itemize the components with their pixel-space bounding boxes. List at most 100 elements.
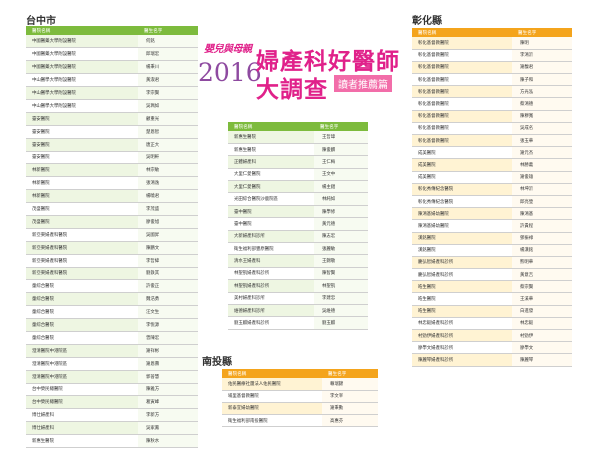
taichung-continued-table: 醫院名稱 醫生名字 新惠生醫院 王哲瑋 新惠生醫院 陳俊麟 正體婦產科 王仁梅 大里仁愛醫院… [228,122,368,330]
table-row: 臺安醫院 唐正大 [26,138,198,152]
doctor-name: 葛寅峰 [138,395,198,410]
doctor-name: 吳明軒 [138,151,198,165]
doctor-name: 陳鵬文 [138,241,198,255]
table-row: 維德婦產科診所 吳維德 [228,304,368,318]
table-row: 台中榮民總醫院 陳雅方 [26,383,198,397]
hospital-name: 彰化基督教醫院 [412,37,512,50]
doctor-name: 汪文生 [138,305,198,320]
nantou-table: 醫院名稱 醫生名字 佑民醫療社團法人佑民醫院 賴瑞錦 埔里基督教醫院 李文宰 新泰宜婦幼… [222,369,378,428]
doctor-name: 白進發 [512,305,572,318]
doctor-name: 吳家鳳 [138,421,198,436]
doctor-name: 廖學文 [512,341,572,355]
survey-year: 2016 [198,58,262,87]
doctor-name: 王溪華 [512,292,572,306]
hospital-name: 林新醫院 [26,176,138,191]
hospital-name: 臺安醫院 [26,151,138,165]
table-row: 中山醫學大學附設醫院 黃淑君 [26,73,198,88]
table-row: 新惠生醫院 陳俊麟 [228,143,368,157]
table-row: 彰化基督教醫院 陳穆寬 [412,110,572,123]
doctor-name: 楊秉川 [138,60,198,75]
table-row: 台中榮民總醫院 葛寅峰 [26,395,198,410]
doctor-name: 陳智賢 [314,267,368,281]
hospital-name: 維德婦產科診所 [228,304,314,318]
doctor-name: 陳明 [512,37,572,50]
doctor-name: 陳雅方 [138,383,198,397]
doctor-name: 唐正大 [138,138,198,152]
hospital-name: 彰化基督教醫院 [412,110,512,123]
hospital-name: 童綜合醫院 [26,331,138,345]
doctor-name: 劉玉麒 [314,316,368,330]
table-row: 陳鴻基婦幼醫院 許貴程 [412,219,572,233]
table-row: 彰化基督教醫院 陳明 [412,37,572,50]
doctor-name: 李宗賢 [138,86,198,100]
hospital-name: 童綜合醫院 [26,318,138,332]
hospital-name: 彰化基督教醫院 [412,73,512,87]
hospital-name: 衛生福利部南投醫院 [222,414,322,428]
header-hospital: 醫院名稱 [228,122,314,131]
doctor-name: 郭晉慧 [138,370,198,384]
doctor-name: 謝元杰 [512,146,572,160]
hospital-name: 彰化基督教醫院 [412,134,512,148]
hospital-name: 彰化基督教醫院 [412,61,512,75]
doctor-name: 陳穆寬 [512,110,572,123]
doctor-name: 謝恩壽 [138,357,198,371]
table-row: 童綜合醫院 汪文生 [26,305,198,320]
table-row: 慶弘智婦產科診所 黃意吉 [412,268,572,282]
hospital-name: 陳鴻基婦幼醫院 [412,207,512,221]
hospital-name: 慶弘智婦產科診所 [412,268,512,282]
hospital-name: 新亞東婦產科醫院 [26,241,138,255]
doctor-name: 蔡宗賢 [512,280,572,294]
table-row: 彰化基督教醫院 張玉華 [412,134,572,148]
hospital-name: 成美醫院 [412,158,512,172]
table-row: 童綜合醫院 曾陳宏 [26,331,198,345]
doctor-name: 楊曉君 [138,189,198,204]
doctor-name: 李茂盛 [138,202,198,216]
table-row: 林新醫院 張鴻逸 [26,176,198,191]
doctor-name: 謝馥君 [512,61,572,75]
hospital-name: 中山醫學大學附設醫院 [26,99,138,113]
hospital-name: 彰化基督教醫院 [412,122,512,136]
table-row: 童綜合醫院 許俊正 [26,279,198,294]
changhua-table: 醫院名稱 醫生名字 彰化基督教醫院 陳明 彰化基督教醫院 李鴻沂 彰化基督教醫院 謝馥君彰… [412,28,572,367]
table-row: 臺安醫院 吳明軒 [26,151,198,165]
hospital-name: 佑民醫療社團法人佑民醫院 [222,378,322,391]
doctor-name: 楊主錕 [314,180,368,194]
hospital-name: 臺安醫院 [26,138,138,152]
table-row: 新泰宜婦幼醫院 謝秉勳 [222,402,378,416]
doctor-name: 王哲瑋 [314,131,368,144]
hospital-name: 童綜合醫院 [26,305,138,320]
doctor-name: 楚恩智 [138,125,198,139]
doctor-name: 陳子和 [512,73,572,87]
doctor-name: 魏浩勇 [138,292,198,307]
table-row: 中國醫藥大學附設醫院 何銘 [26,35,198,49]
header-doctor: 醫生名字 [314,122,368,131]
hospital-name: 清水王婦產科 [228,254,314,268]
table-row: 埔里基督教醫院 李文宰 [222,390,378,403]
hospital-name: 光田綜合醫院沙鹿院區 [228,192,314,206]
taichung-table: 醫院名稱 醫生名字 中國醫藥大學附設醫院 何銘 中國醫藥大學附設醫院 邱瑞宏 中國醫藥大… [26,26,198,448]
hospital-name: 劉玉麒婦產科診所 [228,316,314,330]
doctor-name: 陳志宏 [314,230,368,244]
table-row: 大里仁愛醫院 楊主錕 [228,180,368,194]
hospital-name: 彰化基督教醫院 [412,97,512,111]
hospital-name: 臺安醫院 [26,112,138,126]
doctor-name: 林忠毅 [512,317,572,331]
table-row: 皓生醫院 王溪華 [412,292,572,306]
brand-name: 嬰兒與母親 [204,44,252,55]
table-row: 彰化基督教醫院 謝馥君 [412,61,572,75]
hospital-name: 美村婦產科診所 [228,292,314,305]
hospital-name: 童綜合醫院 [26,279,138,294]
table-row: 成美醫院 林勝義 [412,158,572,172]
hospital-name: 中山醫學大學附設醫院 [26,73,138,88]
doctor-name: 謝俊雄 [512,171,572,184]
hospital-name: 皓生醫院 [412,305,512,318]
hospital-name: 慶弘智婦產科診所 [412,256,512,270]
hospital-name: 臺中醫院 [228,217,314,231]
hospital-name: 新惠生醫院 [26,434,138,448]
table-row: 清水王婦產科 王錦敬 [228,254,368,268]
table-row: 村勁伊婦產科診所 村勁伊 [412,329,572,343]
doctor-name: 曾陳宏 [138,331,198,345]
table-row: 林新醫院 楊曉君 [26,189,198,204]
hospital-name: 新亞東婦產科醫院 [26,254,138,268]
hospital-name: 林忠毅婦產科診所 [412,317,512,331]
